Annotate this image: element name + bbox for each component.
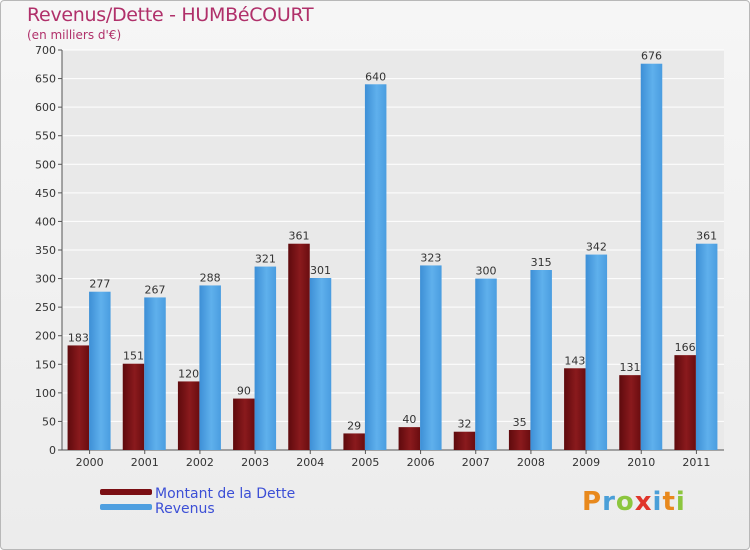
chart-title: Revenus/Dette - HUMBéCOURT — [27, 4, 314, 26]
data-label-revenus: 288 — [200, 271, 221, 284]
chart-subtitle: (en milliers d'€) — [27, 28, 122, 42]
data-label-revenus: 277 — [89, 278, 110, 291]
data-label-revenus: 323 — [420, 251, 441, 264]
bar-revenus — [309, 278, 332, 450]
x-tick-label: 2001 — [131, 456, 159, 469]
bar-dette — [288, 243, 310, 450]
y-tick-label: 200 — [35, 330, 56, 343]
y-tick-label: 150 — [35, 358, 56, 371]
x-tick-label: 2006 — [407, 456, 435, 469]
bar-dette — [619, 375, 641, 450]
logo-letter: o — [615, 487, 635, 517]
bar-dette — [508, 430, 531, 450]
bar-revenus — [585, 254, 608, 450]
legend-label-dette: Montant de la Dette — [155, 486, 296, 502]
bar-dette — [122, 363, 145, 450]
y-tick-label: 700 — [35, 44, 56, 57]
logo-letter: x — [634, 487, 653, 517]
bar-revenus — [199, 285, 221, 450]
y-tick-label: 300 — [35, 273, 56, 286]
y-tick-label: 600 — [35, 101, 56, 114]
legend-swatch-dette — [100, 489, 152, 495]
legend-swatch-revenus — [100, 504, 152, 510]
x-tick-label: 2000 — [76, 456, 104, 469]
y-tick-label: 250 — [35, 301, 56, 314]
data-label-revenus: 676 — [641, 50, 662, 63]
bar-revenus — [420, 265, 442, 450]
x-tick-label: 2002 — [186, 456, 214, 469]
bar-dette — [343, 433, 365, 450]
y-tick-label: 450 — [35, 187, 56, 200]
data-label-revenus: 640 — [365, 70, 386, 83]
y-tick-label: 50 — [42, 415, 56, 428]
logo-letter: r — [602, 487, 616, 517]
y-tick-label: 350 — [35, 244, 56, 257]
logo-letter: P — [582, 487, 603, 517]
data-label-dette: 143 — [564, 354, 585, 367]
x-tick-label: 2009 — [572, 456, 600, 469]
bar-dette — [233, 398, 255, 450]
bar-revenus — [254, 266, 277, 450]
proxiti-logo: Proxiti — [582, 487, 686, 517]
data-label-dette: 183 — [68, 331, 89, 344]
data-label-dette: 361 — [289, 230, 310, 243]
data-label-revenus: 267 — [145, 283, 166, 296]
x-tick-label: 2003 — [241, 456, 269, 469]
bar-dette — [177, 381, 200, 450]
data-label-dette: 131 — [620, 361, 641, 374]
legend-label-revenus: Revenus — [155, 501, 215, 517]
bar-dette — [453, 431, 476, 450]
data-label-revenus: 300 — [476, 265, 497, 278]
data-label-revenus: 342 — [586, 241, 607, 254]
bar-revenus — [530, 270, 552, 450]
bar-dette — [564, 368, 586, 450]
x-tick-label: 2010 — [627, 456, 655, 469]
y-tick-label: 0 — [49, 444, 56, 457]
bar-revenus — [695, 243, 718, 450]
y-tick-label: 400 — [35, 215, 56, 228]
bar-dette — [67, 345, 90, 450]
logo-letter: i — [675, 487, 686, 517]
data-label-dette: 40 — [402, 413, 416, 426]
y-tick-label: 500 — [35, 158, 56, 171]
logo-letter: t — [662, 487, 676, 517]
bar-revenus — [364, 84, 387, 451]
x-tick-label: 2004 — [296, 456, 324, 469]
data-label-dette: 120 — [178, 367, 199, 380]
y-tick-label: 650 — [35, 73, 56, 86]
x-tick-label: 2007 — [462, 456, 490, 469]
data-label-dette: 90 — [237, 385, 251, 398]
bar-dette — [674, 355, 696, 450]
x-tick-label: 2005 — [351, 456, 379, 469]
data-label-dette: 151 — [123, 350, 144, 363]
data-label-dette: 32 — [458, 418, 472, 431]
y-tick-label: 100 — [35, 387, 56, 400]
y-tick-label: 550 — [35, 130, 56, 143]
bar-revenus — [144, 297, 166, 450]
data-label-dette: 35 — [513, 416, 527, 429]
data-label-revenus: 361 — [696, 230, 717, 243]
x-tick-label: 2008 — [517, 456, 545, 469]
logo-letter: i — [652, 487, 663, 517]
data-label-dette: 166 — [675, 341, 696, 354]
bar-revenus — [475, 278, 497, 450]
data-label-dette: 29 — [347, 419, 361, 432]
bar-dette — [398, 427, 421, 450]
bar-revenus — [89, 291, 111, 450]
data-label-revenus: 315 — [531, 256, 552, 269]
x-tick-label: 2011 — [682, 456, 710, 469]
data-label-revenus: 321 — [255, 253, 276, 266]
bar-revenus — [640, 63, 663, 450]
data-label-revenus: 301 — [310, 264, 331, 277]
